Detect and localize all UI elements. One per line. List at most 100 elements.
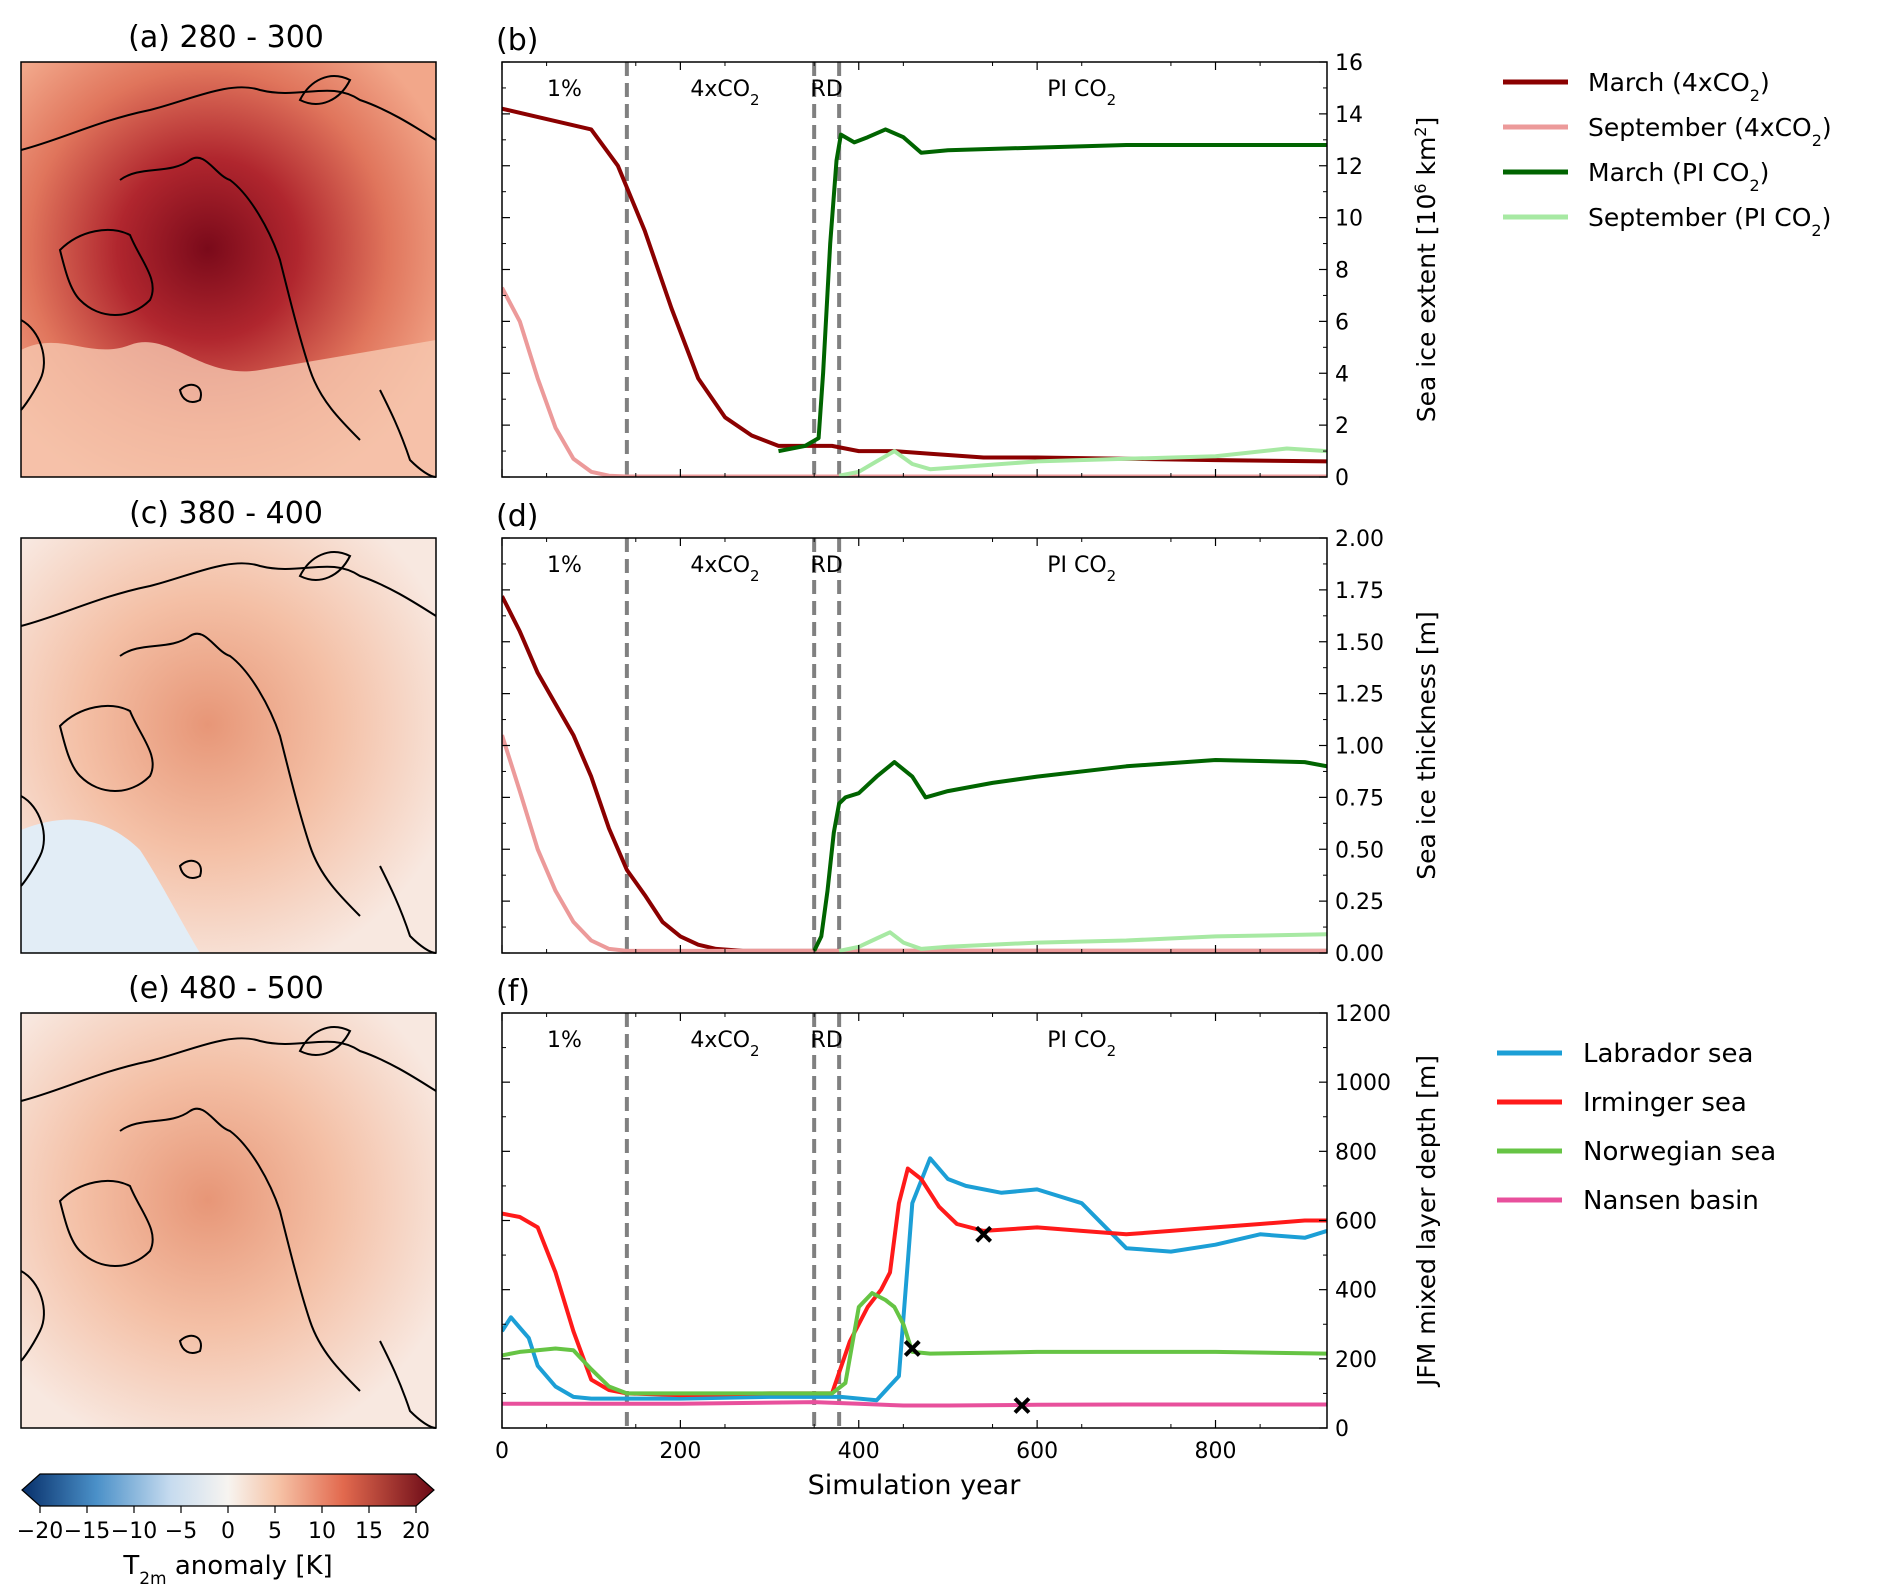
period-label: 1%: [547, 1028, 582, 1053]
period-label: RD: [811, 553, 843, 578]
x-tick-label: 600: [1016, 1439, 1058, 1464]
legend-label-sept_pi: September (PI CO2): [1588, 203, 1831, 240]
legend-label-sept_4x: September (4xCO2): [1588, 113, 1832, 150]
y-tick-label: 1.75: [1335, 579, 1384, 604]
cross-marker: [903, 1340, 921, 1357]
colorbar-ticks: −20 −15 −10 −5 0 5 10 15 20: [17, 1506, 430, 1544]
colorbar-tick-label: −15: [64, 1519, 110, 1544]
panel-label: (d): [496, 499, 538, 534]
period-label: RD: [811, 1028, 843, 1053]
map-panel-c: (c) 380 - 400: [20, 496, 437, 954]
colorbar-label: T2m anomaly [K]: [122, 1551, 332, 1589]
y-axis-label: Sea ice thickness [m]: [1412, 611, 1441, 879]
y-tick-label: 10: [1335, 207, 1363, 232]
map-frame-a: [20, 61, 437, 478]
colorbar-tick-label: −20: [17, 1519, 63, 1544]
y-tick-label: 0.75: [1335, 786, 1384, 811]
x-axis-label: Simulation year: [808, 1470, 1022, 1501]
y-axis-label: JFM mixed layer depth [m]: [1412, 1055, 1441, 1388]
y-tick-label: 6: [1335, 310, 1349, 335]
period-label: 1%: [547, 553, 582, 578]
period-label: PI CO2: [1047, 77, 1116, 109]
coastline-e: [20, 1026, 437, 1429]
period-label: PI CO2: [1047, 553, 1116, 585]
y-tick-label: 2.00: [1335, 527, 1384, 552]
legend-mixed-layer: Labrador sea Irminger sea Norwegian sea Nan…: [1497, 1039, 1776, 1216]
period-label: 1%: [547, 77, 582, 102]
panel-label: (b): [496, 23, 538, 58]
legend-label-norwegian: Norwegian sea: [1583, 1137, 1776, 1167]
colorbar-tick-label: 20: [402, 1519, 430, 1544]
cross-marker: [975, 1225, 993, 1243]
colorbar-tick-label: −5: [165, 1519, 197, 1544]
y-tick-label: 12: [1335, 155, 1363, 180]
legend-label-nansen: Nansen basin: [1583, 1186, 1759, 1216]
period-label: 4xCO2: [690, 1028, 759, 1060]
period-label: 4xCO2: [690, 77, 759, 109]
y-tick-label: 4: [1335, 362, 1349, 387]
legend-label-labrador: Labrador sea: [1583, 1039, 1753, 1069]
colorbar-tick-label: 5: [268, 1519, 282, 1544]
colorbar-tick-label: −10: [111, 1519, 157, 1544]
y-tick-label: 400: [1335, 1279, 1377, 1304]
period-label: PI CO2: [1047, 1028, 1116, 1060]
map-cool-region-a: [21, 340, 436, 477]
anomaly-maps: (a) 280 - 300 (c) 380 - 400: [20, 20, 437, 1429]
colorbar-tick-label: 15: [355, 1519, 383, 1544]
x-tick-label: 400: [838, 1439, 880, 1464]
series-line-sept_4x: [502, 286, 1327, 477]
y-tick-label: 0.25: [1335, 890, 1384, 915]
colorbar-tick-label: 10: [308, 1519, 336, 1544]
panel-f-mixed-layer-depth: 1% 4xCO2 RD PI CO2 (f) 0 200 400 600 800 0 200 400 60…: [495, 974, 1441, 1464]
y-tick-label: 200: [1335, 1348, 1377, 1373]
y-tick-label: 0.00: [1335, 942, 1384, 967]
cross-marker: [1013, 1397, 1031, 1414]
map-cool-region-c: [21, 819, 200, 953]
plot-frame: [501, 61, 1328, 478]
y-tick-label: 0: [1335, 466, 1349, 491]
legend-label-irminger: Irminger sea: [1583, 1088, 1747, 1118]
period-label: 4xCO2: [690, 553, 759, 585]
legend-label-march_pi: March (PI CO2): [1588, 158, 1769, 195]
series-line-nansen: [502, 1400, 1327, 1408]
y-tick-label: 0: [1335, 1417, 1349, 1442]
plot-frame: [501, 537, 1328, 954]
y-tick-label: 1.00: [1335, 735, 1384, 760]
y-tick-label: 14: [1335, 103, 1363, 128]
map-panel-e: (e) 480 - 500: [20, 971, 437, 1429]
coastline-c: [20, 551, 437, 954]
series-line-march_pi: [778, 127, 1327, 454]
y-tick-label: 600: [1335, 1210, 1377, 1235]
coastline-a: [20, 75, 437, 478]
panel-label: (f): [496, 974, 530, 1009]
legend-sea-ice: March (4xCO2) September (4xCO2) March (PI …: [1503, 68, 1832, 240]
x-tick-label: 800: [1195, 1439, 1237, 1464]
y-tick-label: 2: [1335, 414, 1349, 439]
series-line-labrador: [502, 1156, 1327, 1403]
map-frame-c: [20, 537, 437, 954]
x-tick-label: 200: [659, 1439, 701, 1464]
map-title-a: (a) 280 - 300: [128, 20, 324, 55]
y-tick-label: 1000: [1335, 1071, 1391, 1096]
map-title-e: (e) 480 - 500: [128, 971, 324, 1006]
legend-label-march_4x: March (4xCO2): [1588, 68, 1770, 105]
y-axis-label: Sea ice extent [106 km2]: [1411, 117, 1442, 423]
series-line-norwegian: [502, 1291, 1327, 1396]
period-label: RD: [811, 77, 843, 102]
plot-frame: [501, 1012, 1328, 1429]
colorbar-tick-label: 0: [221, 1519, 235, 1544]
x-tick-label: 0: [495, 1439, 509, 1464]
y-tick-label: 8: [1335, 259, 1349, 284]
y-tick-label: 1200: [1335, 1002, 1391, 1027]
map-field-e: [21, 1013, 436, 1428]
panel-d-sea-ice-thickness: 1% 4xCO2 RD PI CO2 (d) 0.00 0.25 0.50 0.75 1.00 1.…: [496, 499, 1441, 967]
map-panel-a: (a) 280 - 300: [20, 20, 437, 478]
colorbar: −20 −15 −10 −5 0 5 10 15 20 T2m anomaly [K]: [17, 1473, 435, 1589]
y-tick-label: 1.25: [1335, 683, 1384, 708]
y-tick-label: 800: [1335, 1140, 1377, 1165]
colorbar-bar: [21, 1473, 435, 1507]
map-title-c: (c) 380 - 400: [129, 496, 323, 531]
series-line-march_pi: [812, 758, 1327, 952]
series-line-sept_pi: [838, 446, 1327, 477]
